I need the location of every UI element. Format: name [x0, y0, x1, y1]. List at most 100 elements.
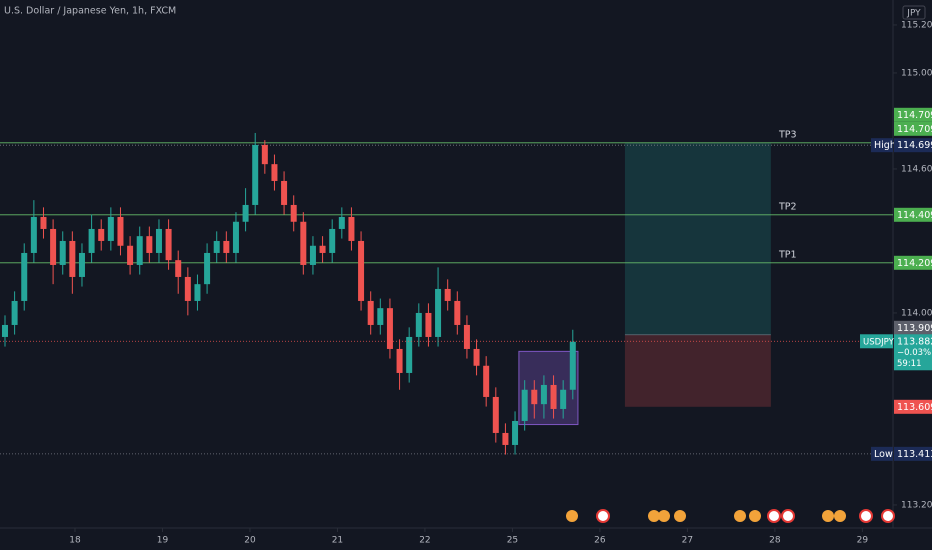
candle-body [175, 260, 182, 277]
currency-box [902, 5, 926, 20]
candle-body [146, 236, 153, 253]
currency: JPY [906, 9, 921, 19]
x-tick-label: 29 [857, 536, 869, 546]
level-price: 114.409 [897, 210, 932, 221]
x-tick-label: 20 [244, 536, 256, 546]
candle-body [11, 300, 18, 325]
candle-body [127, 245, 134, 265]
candle-body [521, 389, 528, 421]
candle-body [435, 288, 442, 337]
candle-body [502, 432, 509, 445]
candle-body [78, 252, 85, 277]
level-name-box [871, 138, 893, 153]
candle-body [136, 236, 143, 265]
level-price-box [894, 207, 932, 222]
event-icon [648, 510, 660, 522]
level-price: 114.699 [897, 140, 932, 151]
level-name: High [874, 140, 896, 151]
event-icon [749, 510, 761, 522]
current-change: −0.03% [897, 348, 931, 358]
candle-body [386, 308, 393, 349]
level-name: Low [874, 449, 893, 460]
x-tick-label: 21 [332, 536, 343, 546]
candle-body [69, 240, 76, 277]
candle-body [444, 288, 451, 301]
x-tick-label: 22 [419, 536, 430, 546]
countdown: 59:11 [897, 359, 922, 369]
x-tick-label: 27 [682, 536, 693, 546]
candle-body [512, 420, 519, 445]
level-price: 114.709 [897, 110, 932, 121]
y-tick-label: 115.000 [901, 68, 932, 78]
candle-body [59, 240, 66, 265]
level-price-box [894, 255, 932, 270]
level-name: TP1 [778, 249, 797, 260]
candle-body [454, 300, 461, 325]
event-icon [734, 510, 746, 522]
x-tick-label: 19 [157, 536, 169, 546]
event-icon [674, 510, 686, 522]
position-target [624, 142, 771, 335]
candle-body [396, 348, 403, 373]
candle-body [232, 221, 239, 253]
candle-body [569, 341, 576, 390]
x-tick-label: 25 [507, 536, 518, 546]
y-tick-label: 114.600 [901, 164, 932, 174]
event-icon [881, 509, 895, 523]
candle-body [50, 228, 57, 265]
candle-body [184, 276, 191, 301]
position-target-label-box [894, 121, 932, 136]
candle-body [252, 144, 259, 205]
candle-body [165, 228, 172, 261]
candle-body [560, 389, 567, 409]
event-icon [859, 509, 873, 523]
event-icon [566, 510, 578, 522]
events [566, 509, 895, 523]
candle-body [242, 204, 249, 222]
position-stop [624, 334, 771, 407]
candle-body [261, 144, 268, 165]
candle-body [473, 348, 480, 366]
event-icon [822, 510, 834, 522]
event-icon [767, 509, 781, 523]
y-tick-label: 115.200 [901, 20, 932, 30]
level-name: TP2 [778, 201, 797, 212]
level-price-box [894, 138, 932, 153]
level-name: TP3 [778, 129, 797, 140]
candle-body [425, 312, 432, 337]
candle-body [155, 228, 162, 253]
candle-body [98, 228, 105, 241]
position-entry-label: 113.909 [897, 323, 932, 334]
candle-body [309, 245, 316, 265]
candle-body [531, 389, 538, 405]
candle-body [483, 365, 490, 397]
candle-body [550, 384, 557, 409]
candle-body [271, 164, 278, 181]
candle-body [213, 240, 220, 253]
event-icon [658, 510, 670, 522]
x-tick-label: 26 [594, 536, 606, 546]
candle-body [415, 312, 422, 337]
level-price-box [894, 107, 932, 122]
chart-title: U.S. Dollar / Japanese Yen, 1h, FXCM [4, 6, 176, 17]
symbol: USDJPY [863, 337, 895, 347]
event-icon [596, 509, 610, 523]
x-tick-label: 18 [69, 536, 81, 546]
candle-body [290, 204, 297, 222]
candle-body [377, 308, 384, 325]
candle-body [88, 228, 95, 253]
current-box [894, 334, 932, 371]
level-name-box [871, 446, 893, 461]
candle-body [492, 396, 499, 433]
y-tick-label: 114.000 [901, 308, 932, 318]
position-entry-label-box [894, 320, 932, 335]
level-price-box [894, 446, 932, 461]
candle-body [300, 221, 307, 265]
candle-body [329, 228, 336, 253]
y-tick-label: 113.200 [901, 500, 932, 510]
candle-body [40, 216, 47, 229]
candle-body [406, 336, 413, 373]
candle-body [367, 300, 374, 325]
